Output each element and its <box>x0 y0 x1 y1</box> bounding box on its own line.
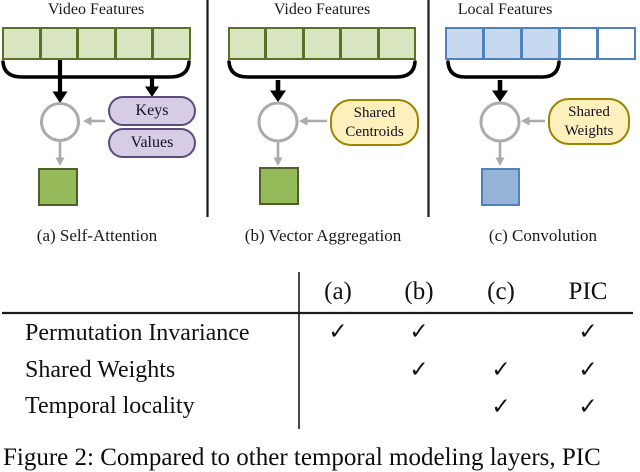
feature-cell-empty <box>597 27 636 60</box>
table-col-c: (c) <box>487 278 515 305</box>
arrow-centroids-to-op-b <box>299 116 327 126</box>
feature-cell <box>483 27 522 60</box>
feature-cell <box>228 27 267 60</box>
output-square-b <box>259 167 299 205</box>
check-mark: ✓ <box>409 319 429 345</box>
shared-centroids-pill: Shared Centroids <box>330 99 419 146</box>
op-circle-a <box>40 102 80 142</box>
table-row-label: Temporal locality <box>25 393 195 419</box>
feature-cell <box>114 27 154 60</box>
underbrace-c <box>446 60 561 79</box>
check-mark: ✓ <box>328 319 348 345</box>
check-mark: ✓ <box>409 357 429 383</box>
table-col-a: (a) <box>324 278 352 305</box>
panel-b-caption: (b) Vector Aggregation <box>244 226 402 245</box>
table-col-pic: PIC <box>568 278 608 305</box>
check-mark: ✓ <box>578 394 598 420</box>
feature-cell <box>302 27 342 60</box>
feature-cell <box>340 27 379 60</box>
feature-cell <box>377 27 417 60</box>
values-pill: Values <box>108 128 196 158</box>
table-row-label: Permutation Invariance <box>25 320 250 346</box>
panel-c-feature-row <box>445 27 636 60</box>
arrow-features-to-op-c <box>492 80 508 102</box>
arrow-features-to-op-b <box>270 80 286 102</box>
feature-cell <box>39 27 79 60</box>
feature-cell <box>77 27 116 60</box>
feature-cell-empty <box>559 27 598 60</box>
underbrace-b <box>227 60 417 79</box>
underbrace-a <box>1 60 191 79</box>
arrow-op-to-output-b <box>273 142 283 166</box>
panel-a-title: Video Features <box>47 1 145 18</box>
arrow-features-to-keys-a <box>145 78 159 97</box>
feature-cell <box>445 27 484 60</box>
arrow-keys-to-op-a <box>83 116 105 126</box>
keys-pill: Keys <box>108 96 196 126</box>
check-mark: ✓ <box>578 357 598 383</box>
figure-caption: Figure 2: Compared to other temporal mod… <box>3 444 601 471</box>
panel-b-feature-row <box>228 27 417 60</box>
panel-b-title: Video Features <box>273 1 371 18</box>
feature-cell <box>265 27 304 60</box>
feature-cell <box>521 27 560 60</box>
arrow-op-to-output-c <box>495 142 505 166</box>
panel-a-caption: (a) Self-Attention <box>36 226 158 245</box>
check-mark: ✓ <box>578 319 598 345</box>
output-square-c <box>481 168 520 206</box>
feature-cell <box>2 27 41 60</box>
panel-c-caption: (c) Convolution <box>488 226 598 245</box>
arrow-op-to-output-a <box>55 142 65 166</box>
op-circle-b <box>257 101 299 143</box>
shared-weights-pill: Shared Weights <box>548 98 630 145</box>
figure-drawing-layer <box>1 0 633 429</box>
output-square-a <box>38 168 78 206</box>
panel-a-feature-row <box>2 27 191 60</box>
panel-c-title: Local Features <box>457 1 553 18</box>
check-mark: ✓ <box>491 357 511 383</box>
arrow-features-to-op-a <box>52 60 68 103</box>
feature-cell <box>152 27 191 60</box>
arrow-weights-to-op-c <box>521 116 545 126</box>
table-row-label: Shared Weights <box>25 357 176 383</box>
table-col-b: (b) <box>404 278 434 305</box>
check-mark: ✓ <box>491 394 511 420</box>
op-circle-c <box>479 101 521 143</box>
